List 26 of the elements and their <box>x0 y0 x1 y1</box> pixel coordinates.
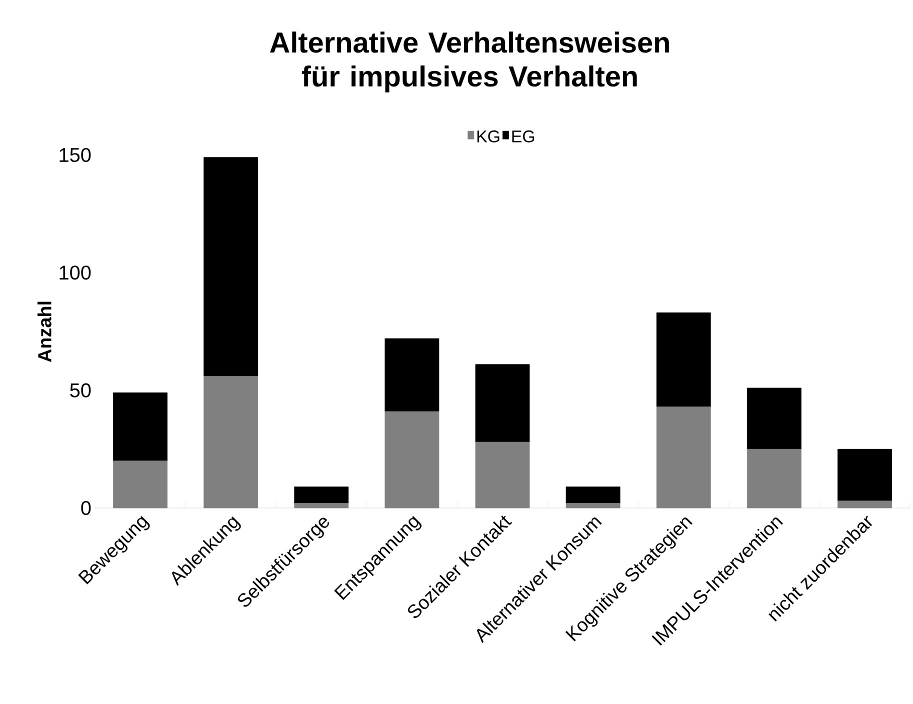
bar <box>746 388 802 450</box>
bar <box>204 376 258 508</box>
y-tick-label: 150 <box>60 148 91 162</box>
legend-label: KG <box>477 130 500 142</box>
bar <box>746 448 802 508</box>
bar <box>566 503 620 508</box>
bar <box>204 157 258 376</box>
bar <box>838 500 892 508</box>
bar <box>838 448 892 502</box>
bar <box>656 312 711 407</box>
bar <box>384 338 440 412</box>
bar <box>566 486 620 504</box>
y-tick-label: 100 <box>60 266 91 280</box>
bar <box>294 503 349 508</box>
y-axis-title: Anzahl <box>38 302 52 362</box>
bar <box>294 486 349 504</box>
bar <box>475 442 530 508</box>
bar <box>656 406 711 508</box>
legend-label: EG <box>512 130 534 142</box>
bar <box>475 364 530 442</box>
bar <box>113 392 168 462</box>
bar <box>113 460 168 508</box>
bar <box>384 411 440 508</box>
y-tick-label: 0 <box>81 500 91 516</box>
y-tick-label: 50 <box>70 383 91 398</box>
chart-title: Alternative Verhaltensweisen für impulsives Verhalten <box>270 32 669 92</box>
